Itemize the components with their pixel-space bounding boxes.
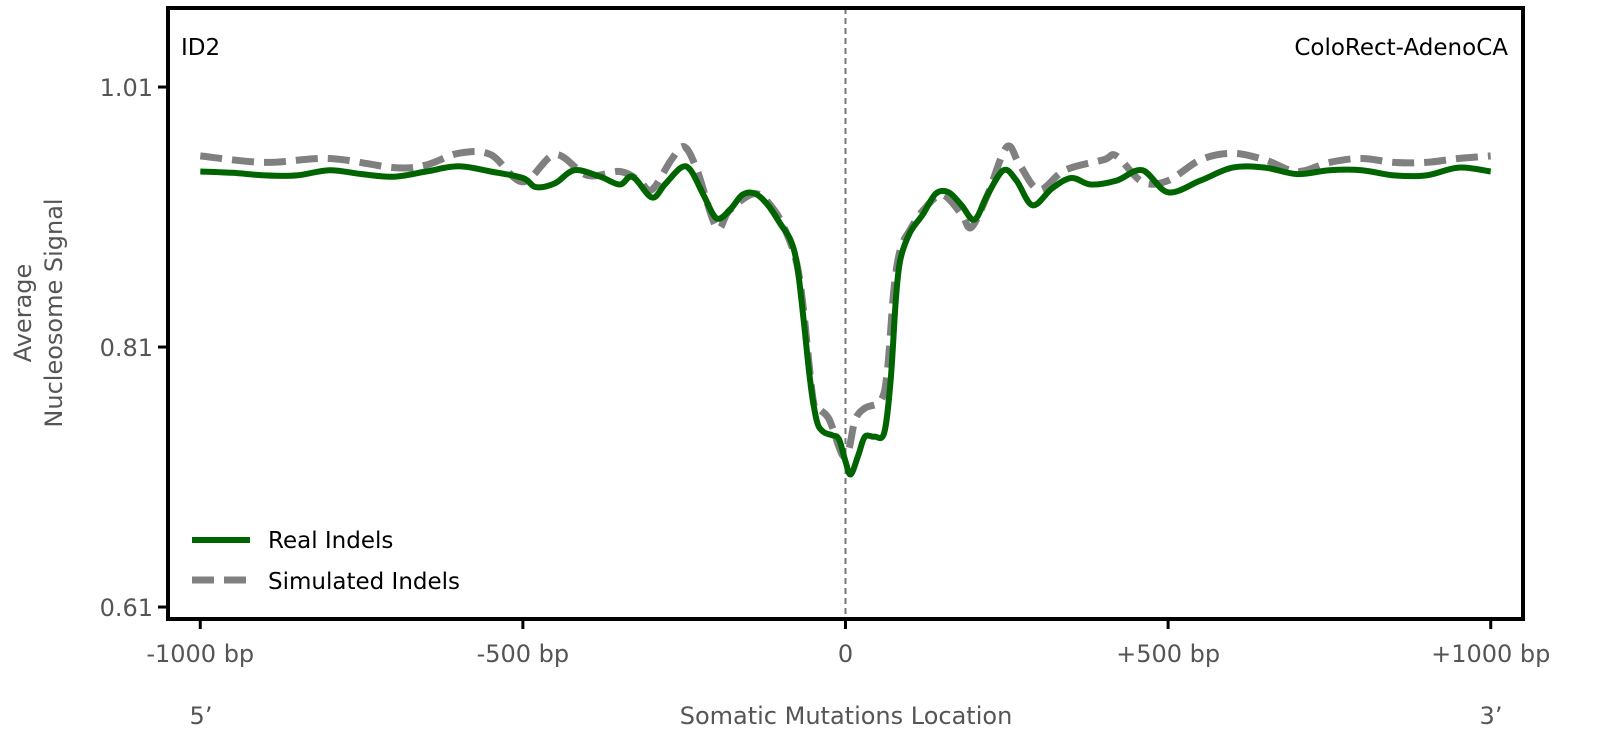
x-axis-label: Somatic Mutations Location (680, 702, 1013, 730)
series-line-real-indels (200, 163, 1492, 478)
x-tick-label: +1000 bp (1431, 640, 1550, 668)
y-tick-label: 0.81 (100, 334, 153, 362)
legend-label-simulated: Simulated Indels (268, 569, 460, 595)
panel-label-right: ColoRect-AdenoCA (1294, 35, 1508, 61)
x-tick-label: -500 bp (477, 640, 570, 668)
x-tick-label: +500 bp (1116, 640, 1220, 668)
legend-label-real: Real Indels (268, 528, 393, 554)
x-end-label-5prime: 5’ (190, 702, 213, 730)
legend: Real Indels Simulated Indels (192, 528, 460, 595)
x-tick-label: 0 (838, 640, 853, 668)
x-tick-label: -1000 bp (146, 640, 254, 668)
y-axis-label-line2: Nucleosome Signal (40, 198, 68, 427)
panel-label-left: ID2 (181, 35, 220, 61)
y-axis-label-line1: Average (9, 264, 37, 363)
plot-frame (166, 6, 1525, 621)
x-end-label-3prime: 3’ (1480, 702, 1503, 730)
y-tick-label: 0.61 (100, 594, 153, 622)
y-tick-label: 1.01 (100, 74, 153, 102)
